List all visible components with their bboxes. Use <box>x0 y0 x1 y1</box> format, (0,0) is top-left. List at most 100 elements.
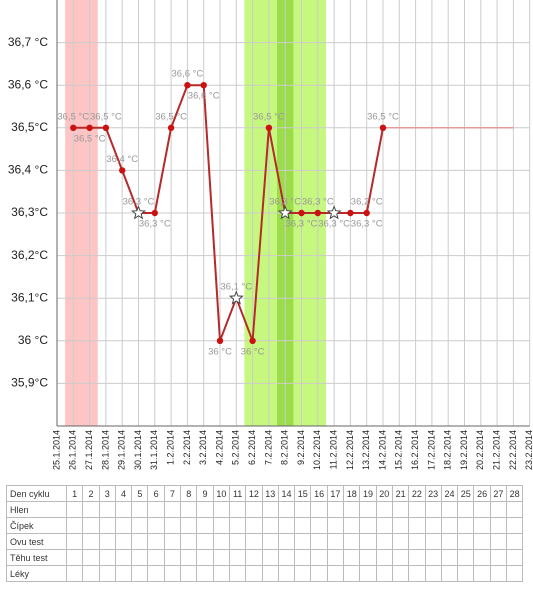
point <box>70 124 77 131</box>
value-label: 36,6 °C <box>172 69 204 80</box>
value-label: 36,3 °C <box>269 197 301 208</box>
x-tick-label: 16.2.2014 <box>410 430 420 470</box>
point <box>184 82 191 89</box>
table-cell <box>506 517 524 534</box>
table-cell: Léky <box>6 565 67 582</box>
table-cell <box>245 533 263 550</box>
y-tick-label: 36,4 °C <box>8 163 48 177</box>
table-cell <box>424 533 442 550</box>
table-cell <box>163 533 182 550</box>
table-cell <box>408 565 426 582</box>
table-cell <box>375 517 393 534</box>
table-cell <box>343 549 361 566</box>
table-cell: 5 <box>131 485 149 502</box>
table-cell <box>277 517 296 534</box>
table-cell <box>98 549 116 566</box>
table-cell <box>457 549 475 566</box>
table-cell <box>424 565 442 582</box>
x-tick-label: 7.2.2014 <box>263 430 273 465</box>
x-tick-label: 5.2.2014 <box>231 430 241 465</box>
table-cell <box>457 501 475 518</box>
table-cell <box>65 533 84 550</box>
table-cell <box>212 549 230 566</box>
point <box>347 209 354 217</box>
point <box>265 124 273 131</box>
table-cell <box>131 517 149 534</box>
table-cell <box>82 565 100 582</box>
table-cell <box>359 517 377 534</box>
table-cell <box>98 533 116 550</box>
table-cell <box>326 533 345 550</box>
table-cell <box>245 549 263 566</box>
table-cell <box>65 549 84 566</box>
table-cell: 25 <box>457 485 475 502</box>
table-cell <box>424 549 442 566</box>
table-cell: 20 <box>375 485 393 502</box>
table-cell: 23 <box>424 485 442 502</box>
cycle-table: Den cyklu 1 2 3 4 5 6 7 8 9 10 11 12 13 14 15 16 17 18 19 20… <box>6 485 524 582</box>
x-tick-label: 18.2.2014 <box>443 430 453 470</box>
x-tick-label: 30.1.2014 <box>133 430 143 470</box>
table-cell <box>457 517 475 534</box>
x-tick-label: 6.2.2014 <box>247 430 257 465</box>
table-cell <box>440 565 459 582</box>
annotation: 36,2 °C <box>351 197 383 208</box>
x-tick-label: 28.1.2014 <box>100 430 110 470</box>
table-cell <box>424 517 442 534</box>
table-row: Čípek <box>6 517 524 534</box>
table-cell <box>245 565 263 582</box>
x-tick-label: 25.1.2014 <box>51 430 61 470</box>
table-row: Ovu test <box>6 533 524 550</box>
table-cell <box>212 501 230 518</box>
x-tick-label: 22.2.2014 <box>508 430 518 470</box>
table-cell: 26 <box>473 485 491 502</box>
value-label: 36,5 °C <box>90 111 122 122</box>
point <box>167 124 175 131</box>
x-tick-label: 10.2.2014 <box>312 430 322 470</box>
table-cell: 28 <box>506 485 524 502</box>
table-cell <box>343 565 361 582</box>
table-cell <box>359 501 377 518</box>
table-cell: 24 <box>440 485 459 502</box>
table-cell <box>196 517 214 534</box>
table-cell <box>163 549 182 566</box>
table-cell: 1 <box>65 485 84 502</box>
star-point <box>277 205 293 220</box>
table-cell <box>98 565 116 582</box>
table-cell <box>457 565 475 582</box>
table-cell <box>473 549 491 566</box>
table-cell <box>506 565 524 582</box>
table-cell <box>310 501 328 518</box>
table-cell <box>114 549 133 566</box>
table-cell: 2 <box>82 485 100 502</box>
point <box>249 337 256 344</box>
table-cell: 6 <box>147 485 165 502</box>
table-cell <box>408 533 426 550</box>
table-cell <box>196 549 214 566</box>
y-tick-label: 35,9°C <box>11 376 48 390</box>
table-cell <box>245 517 263 534</box>
table-cell <box>359 533 377 550</box>
point <box>314 209 321 217</box>
value-label: 36,6 °C <box>188 91 220 102</box>
table-cell <box>326 549 345 566</box>
value-label: 36,5 °C <box>367 111 399 122</box>
table-cell <box>408 549 426 566</box>
table-cell: 27 <box>489 485 508 502</box>
star-point <box>131 205 146 220</box>
x-tick-label: 21.2.2014 <box>491 430 501 470</box>
table-cell <box>489 501 508 518</box>
table-cell <box>261 501 279 518</box>
table-cell <box>391 517 410 534</box>
table-cell: 16 <box>310 485 328 502</box>
table-cell <box>147 565 165 582</box>
table-cell <box>310 533 328 550</box>
table-cell <box>326 501 345 518</box>
table-cell <box>98 501 116 518</box>
table-cell <box>277 501 296 518</box>
table-cell <box>489 565 508 582</box>
table-cell <box>180 565 198 582</box>
table-cell: 21 <box>391 485 410 502</box>
table-cell <box>310 549 328 566</box>
table-cell <box>82 517 100 534</box>
